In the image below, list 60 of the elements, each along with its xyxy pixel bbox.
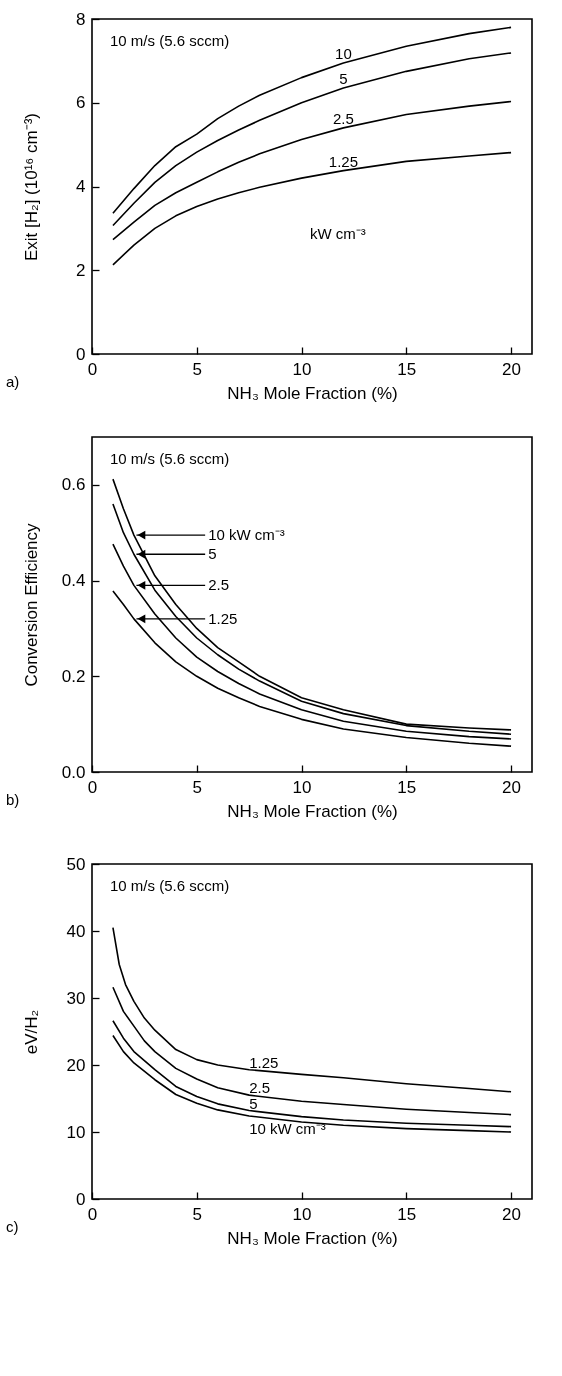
x-tick-label: 15 [397, 1204, 417, 1224]
legend-label: 1.25 [208, 609, 238, 627]
x-tick-label: 20 [502, 359, 522, 379]
y-tick-label: 0 [76, 1189, 86, 1209]
x-tick-label: 5 [192, 1204, 202, 1224]
y-tick-label: 4 [76, 177, 86, 196]
y-axis-title: Exit [H₂] (10¹⁶ cm⁻³) [21, 112, 41, 262]
series-label: 5 [249, 1094, 258, 1112]
x-tick-label: 20 [502, 1204, 522, 1224]
x-tick-label: 10 [292, 777, 312, 797]
y-axis-title: eV/H₂ [21, 1009, 41, 1055]
y-tick-label: 8 [76, 9, 86, 29]
text: b) [6, 791, 20, 808]
line-series [112, 100, 512, 241]
y-axis-title: Conversion Efficiency [21, 522, 41, 687]
y-tick-label: 0.6 [61, 475, 86, 495]
annotation: kW cm⁻³ [310, 225, 366, 242]
text: c) [6, 1218, 19, 1235]
legend-label: 5 [208, 545, 217, 563]
y-tick-label: 6 [76, 93, 86, 113]
y-tick-label: 2 [76, 260, 86, 280]
series-label: 2.5 [333, 109, 354, 127]
annotation: 10 m/s (5.6 sccm) [110, 32, 230, 49]
y-tick-label: 0 [76, 344, 86, 364]
line-series [112, 590, 512, 747]
y-tick-label: 40 [66, 921, 86, 941]
x-tick-label: 5 [192, 359, 202, 379]
annotation: 10 m/s (5.6 sccm) [110, 877, 230, 894]
series-label: 10 [335, 44, 352, 62]
y-tick-label: 20 [66, 1055, 86, 1075]
x-tick-label: 15 [397, 777, 417, 797]
line-series [112, 543, 512, 740]
y-tick-label: 30 [66, 988, 86, 1008]
x-tick-label: 10 [292, 359, 312, 379]
x-tick-label: 20 [502, 777, 522, 797]
x-tick-label: 10 [292, 1204, 312, 1224]
series-label: 10 kW cm⁻³ [249, 1119, 326, 1137]
series-label: 2.5 [249, 1079, 270, 1097]
y-tick-label: 0.4 [61, 571, 86, 591]
y-tick-label: 0.0 [61, 762, 86, 782]
x-tick-label: 15 [397, 359, 417, 379]
y-tick-label: 0.2 [61, 666, 86, 686]
y-tick-label: 50 [66, 854, 86, 874]
line-series [112, 26, 512, 215]
x-axis-title: NH₃ Mole Fraction (%) [227, 801, 398, 821]
line-series [112, 926, 512, 1093]
x-axis-title: NH₃ Mole Fraction (%) [227, 1228, 398, 1248]
series-label: 1.25 [328, 152, 359, 170]
y-tick-label: 10 [66, 1122, 86, 1142]
series-label: 5 [339, 70, 348, 88]
x-tick-label: 5 [192, 777, 202, 797]
x-axis-title: NH₃ Mole Fraction (%) [227, 383, 398, 403]
line-series [112, 1034, 512, 1133]
legend-label: 2.5 [208, 576, 229, 594]
annotation: 10 m/s (5.6 sccm) [110, 450, 230, 467]
legend-label: 10 kW cm⁻³ [208, 526, 285, 544]
line-series [112, 151, 512, 266]
text: a) [6, 373, 20, 390]
series-label: 1.25 [249, 1053, 279, 1071]
line-series [112, 986, 512, 1116]
